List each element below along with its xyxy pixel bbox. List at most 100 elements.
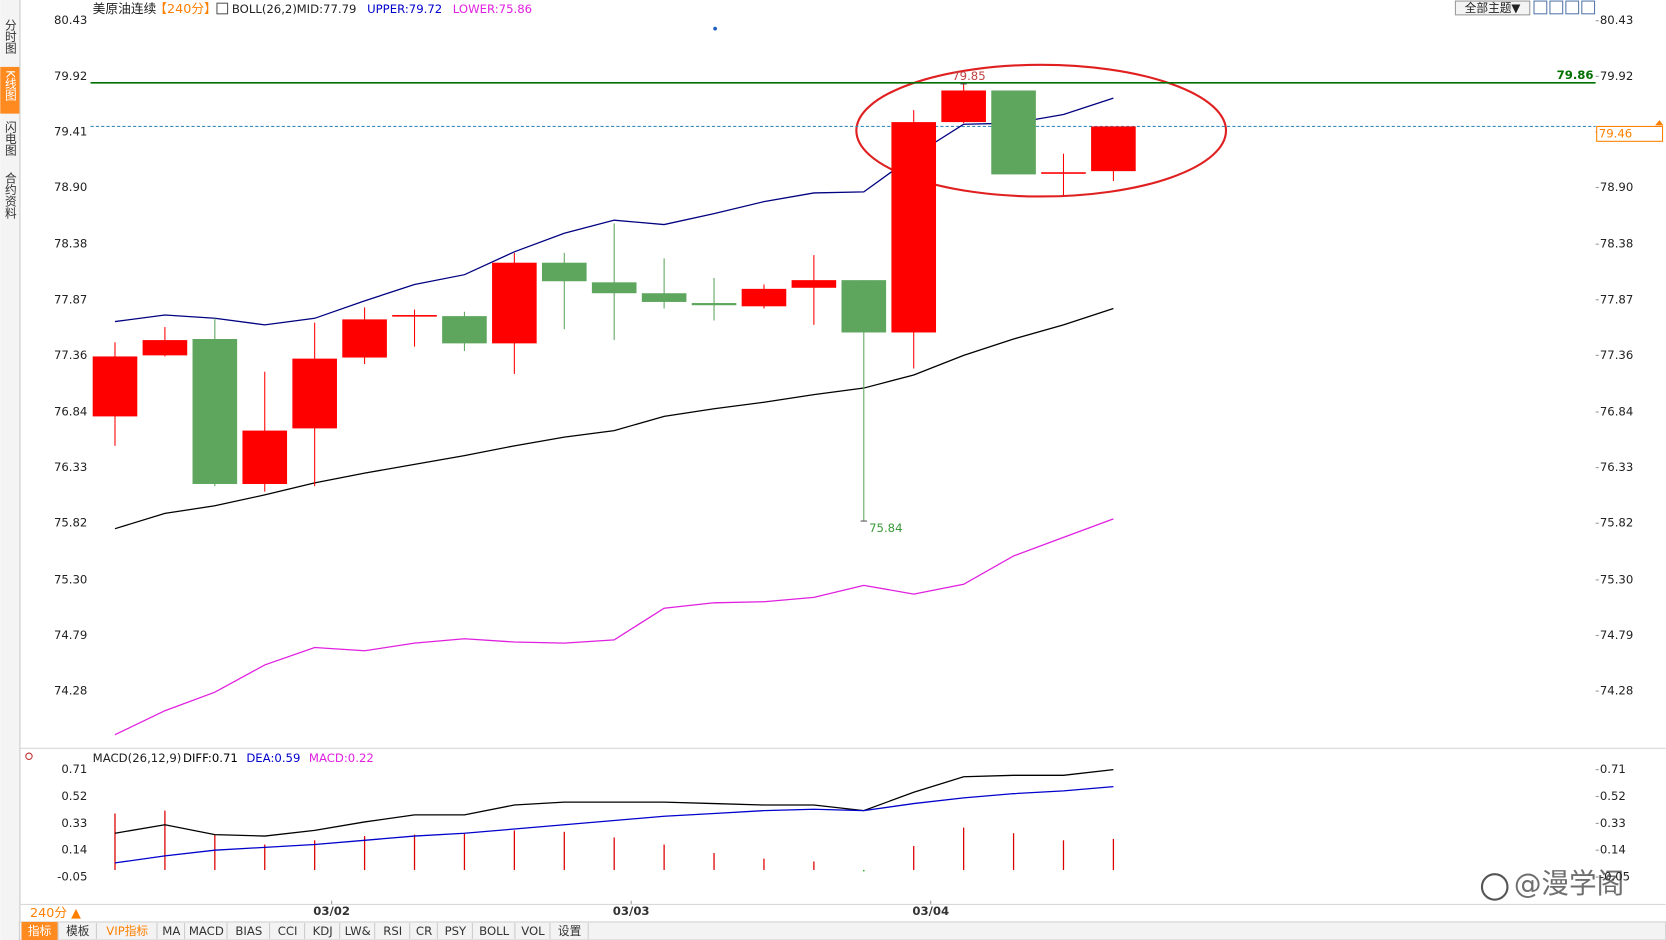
y-tick-label: -0.05 xyxy=(57,870,87,884)
y-tick-label: 77.36 xyxy=(54,348,87,362)
period-label: 【240分】 xyxy=(154,2,217,17)
sidebar-tab[interactable]: 闪电图 xyxy=(3,120,17,156)
bottom-tab[interactable]: VIP指标 xyxy=(106,924,148,938)
bottom-tab[interactable]: KDJ xyxy=(313,924,333,938)
boll-line xyxy=(114,97,1114,326)
candle-body xyxy=(591,282,637,294)
candle-body xyxy=(891,122,937,333)
bottom-tab[interactable]: PSY xyxy=(445,924,467,938)
candle-body xyxy=(442,316,487,344)
toolbar-icons[interactable] xyxy=(1454,0,1596,16)
macd-line xyxy=(114,769,1114,837)
chart-title: 美原油连续 xyxy=(93,1,157,17)
y2-tick-label: 74.79 xyxy=(1600,628,1633,642)
indicator-icon xyxy=(216,2,229,15)
bottom-tab[interactable]: BOLL xyxy=(479,924,509,938)
sidebar-tab[interactable]: 合约资料 xyxy=(3,171,17,219)
y2-tick-label: 0.71 xyxy=(1600,762,1626,776)
y-tick-label: 77.87 xyxy=(54,292,87,306)
bottom-tab-active xyxy=(21,921,58,940)
y-tick-label: 0.52 xyxy=(61,789,87,803)
tool-icon[interactable] xyxy=(1533,0,1548,15)
bottom-tab[interactable]: LW& xyxy=(345,924,371,938)
y2-tick-label: 80.43 xyxy=(1600,13,1633,27)
bottom-tab[interactable]: RSI xyxy=(383,924,402,938)
y-tick-label: 80.43 xyxy=(54,13,87,27)
bottom-tab[interactable]: CR xyxy=(416,924,432,938)
y-tick-label: 76.84 xyxy=(54,405,87,419)
sidebar-tab[interactable]: 分时图 xyxy=(3,19,17,55)
y2-tick-label: 76.84 xyxy=(1600,405,1633,419)
high-label: 79.85 xyxy=(952,69,985,83)
candle-body xyxy=(791,280,837,288)
bottom-tab[interactable]: MA xyxy=(162,924,180,938)
y-tick-label: 79.41 xyxy=(54,124,87,138)
y2-tick-label: 76.33 xyxy=(1600,460,1633,474)
x-tick-label: 03/02 xyxy=(313,904,350,918)
bottom-tab[interactable]: CCI xyxy=(278,924,298,938)
bottom-tab[interactable]: 设置 xyxy=(558,924,582,938)
candle-body xyxy=(1091,126,1136,172)
marker-dot xyxy=(713,26,718,31)
macd-label: DIFF:0.71 xyxy=(183,751,238,765)
tool-icon[interactable] xyxy=(1549,0,1564,15)
boll-line xyxy=(114,307,1114,530)
macd-title: MACD(26,12,9) xyxy=(93,751,182,765)
bottom-tab[interactable]: MACD xyxy=(189,924,224,938)
y2-tick-label: 77.36 xyxy=(1600,348,1633,362)
theme-button[interactable] xyxy=(1454,0,1531,16)
last-price-label: 79.46 xyxy=(1599,126,1632,140)
candle-body xyxy=(541,262,587,282)
y2-tick-label: 0.14 xyxy=(1600,843,1626,857)
highlight-ellipse xyxy=(855,63,1228,198)
candle-body xyxy=(741,288,787,307)
y2-tick-label: 74.28 xyxy=(1600,684,1633,698)
y2-tick-label: 0.52 xyxy=(1600,789,1626,803)
candle-body xyxy=(1041,172,1086,174)
y2-tick-label: 0.33 xyxy=(1600,816,1626,830)
y-tick-label: 76.33 xyxy=(54,460,87,474)
y-tick-label: 74.28 xyxy=(54,684,87,698)
x-tick-label: 03/03 xyxy=(613,904,650,918)
bottom-bar xyxy=(18,921,1666,940)
y-tick-label: 0.14 xyxy=(61,843,87,857)
bottom-tab[interactable]: VOL xyxy=(521,924,545,938)
candle-body xyxy=(641,293,687,302)
watermark: @漫学阁 xyxy=(1514,867,1624,900)
y-tick-label: 78.90 xyxy=(54,180,87,194)
period-selector[interactable]: 240分 ▲ xyxy=(30,906,81,921)
candle-body xyxy=(991,90,1036,175)
y-tick-label: 0.33 xyxy=(61,816,87,830)
candle-body xyxy=(941,90,986,123)
tool-icon[interactable] xyxy=(1581,0,1596,15)
y2-tick-label: -0.05 xyxy=(1600,870,1630,884)
boll-line xyxy=(114,518,1114,736)
candle-body xyxy=(242,430,288,484)
y-tick-label: 0.71 xyxy=(61,762,87,776)
watermark-logo xyxy=(1480,873,1509,901)
macd-label: DEA:0.59 xyxy=(246,751,300,765)
macd-label: MACD:0.22 xyxy=(309,751,374,765)
settings-icon xyxy=(25,752,33,760)
candle-body xyxy=(142,340,188,356)
y-tick-label: 75.30 xyxy=(54,572,87,586)
y2-tick-label: 77.87 xyxy=(1600,292,1633,306)
candle-body xyxy=(92,356,138,417)
last-price-box xyxy=(1596,125,1664,142)
low-label: 75.84 xyxy=(869,521,902,535)
x-tick-label: 03/04 xyxy=(912,904,949,918)
theme-button-label[interactable]: 全部主题▼ xyxy=(1465,1,1521,15)
sidebar-tab[interactable]: K线图 xyxy=(3,70,17,102)
y-tick-label: 78.38 xyxy=(54,237,87,251)
sidebar-tab-active xyxy=(0,66,20,114)
bottom-tab[interactable]: 指标 xyxy=(28,924,52,938)
y2-tick-label: 75.82 xyxy=(1600,516,1633,530)
bottom-tab[interactable]: 模板 xyxy=(66,924,90,938)
bottom-tab[interactable]: BIAS xyxy=(235,924,262,938)
candle-body xyxy=(192,339,238,484)
tool-icon[interactable] xyxy=(1565,0,1580,15)
candle-body xyxy=(492,262,537,344)
candle-body xyxy=(342,319,387,358)
